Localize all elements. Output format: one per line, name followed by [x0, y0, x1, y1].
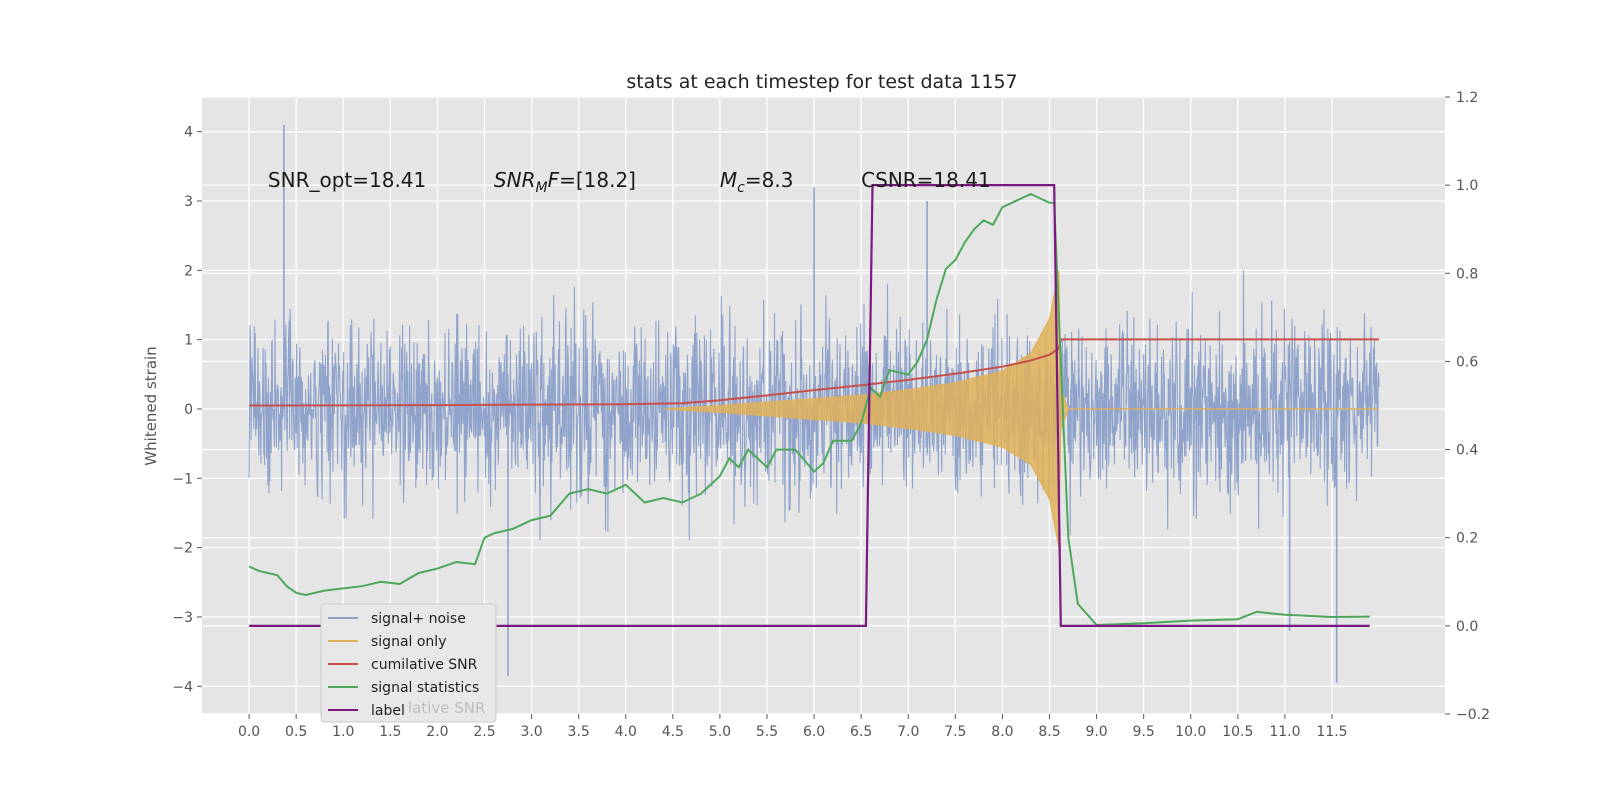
legend-label-2: cumilative SNR [371, 657, 478, 673]
legend-label-1: signal only [371, 634, 446, 650]
y-tick-label-3: 1 [184, 333, 193, 349]
legend-label-3: signal statistics [371, 680, 479, 696]
annotation-1: SNRMF=[18.2] [494, 168, 636, 196]
x-tick-label-6: 3.0 [520, 724, 542, 740]
y2-tick-label-1: 1.0 [1456, 178, 1478, 194]
y2-tick-label-7: −0.2 [1456, 707, 1490, 723]
x-tick-label-1: 0.5 [285, 724, 307, 740]
y-tick-label-4: 0 [184, 402, 193, 418]
x-tick-label-21: 10.5 [1222, 724, 1253, 740]
y-axis-label: Whitened strain [142, 346, 160, 465]
legend-label-4: label [371, 703, 405, 719]
x-tick-label-20: 10.0 [1175, 724, 1206, 740]
x-tick-label-8: 4.0 [615, 724, 637, 740]
x-tick-label-10: 5.0 [709, 724, 731, 740]
y-tick-label-8: −4 [172, 679, 193, 695]
y-tick-label-5: −1 [172, 471, 193, 487]
x-tick-label-0: 0.0 [238, 724, 260, 740]
legend-ghost-text: lative SNR [408, 699, 485, 717]
y2-tick-label-3: 0.6 [1456, 354, 1478, 370]
series-label-line [249, 184, 1370, 627]
legend-box [320, 603, 497, 723]
x-tick-label-14: 7.0 [897, 724, 919, 740]
y-tick-label-7: −3 [172, 610, 193, 626]
x-tick-label-3: 1.5 [379, 724, 401, 740]
y-tick-label-2: 2 [184, 263, 193, 279]
x-tick-label-5: 2.5 [473, 724, 495, 740]
series-stat-line [248, 192, 1370, 627]
y-tick-label-0: 4 [184, 125, 193, 141]
legend-label-0: signal+ noise [371, 611, 466, 627]
y-tick-label-1: 3 [184, 194, 193, 210]
x-tick-label-15: 7.5 [944, 724, 966, 740]
x-tick-label-17: 8.5 [1038, 724, 1060, 740]
y2-tick-label-0: 1.2 [1456, 90, 1478, 106]
y2-axis-ticks: 1.2 1.0 0.8 0.6 0.4 0.2 0.0 −0.2 [1445, 90, 1490, 723]
annotation-2: Mc=8.3 [720, 168, 794, 196]
annotation-0: SNR_opt=18.41 [268, 168, 426, 192]
y-axis-ticks: 4 3 2 1 0 −1 −2 −3 −4 [172, 125, 202, 695]
x-tick-label-9: 4.5 [662, 724, 684, 740]
y2-tick-label-4: 0.4 [1456, 443, 1478, 459]
x-tick-label-4: 2.0 [426, 724, 448, 740]
x-tick-label-23: 11.5 [1316, 724, 1347, 740]
annotations: SNR_opt=18.41 SNRMF=[18.2] Mc=8.3 CSNR=18.4… [268, 168, 991, 196]
x-tick-label-11: 5.5 [756, 724, 778, 740]
x-tick-label-7: 3.5 [568, 724, 590, 740]
annotation-3: CSNR=18.41 [861, 168, 991, 192]
series-signal-statistics [248, 192, 1370, 627]
x-tick-label-12: 6.0 [803, 724, 825, 740]
x-tick-label-19: 9.5 [1133, 724, 1155, 740]
y2-tick-label-2: 0.8 [1456, 266, 1478, 282]
legend: lative SNR signal+ noise signal only cumil… [320, 603, 497, 723]
x-tick-label-18: 9.0 [1085, 724, 1107, 740]
y2-tick-label-6: 0.0 [1456, 619, 1478, 635]
x-axis-ticks: 0.0 0.5 1.0 1.5 2.0 2.5 3.0 3.5 4.0 4.5 5.0 5.5 6.0 6… [238, 714, 1348, 740]
x-tick-label-22: 11.0 [1269, 724, 1300, 740]
x-tick-label-13: 6.5 [850, 724, 872, 740]
chart-title: stats at each timestep for test data 115… [626, 71, 1017, 93]
y2-tick-label-5: 0.2 [1456, 531, 1478, 547]
x-tick-label-2: 1.0 [332, 724, 354, 740]
y-tick-label-6: −2 [172, 541, 193, 557]
series-label [249, 184, 1370, 627]
x-tick-label-16: 8.0 [991, 724, 1013, 740]
